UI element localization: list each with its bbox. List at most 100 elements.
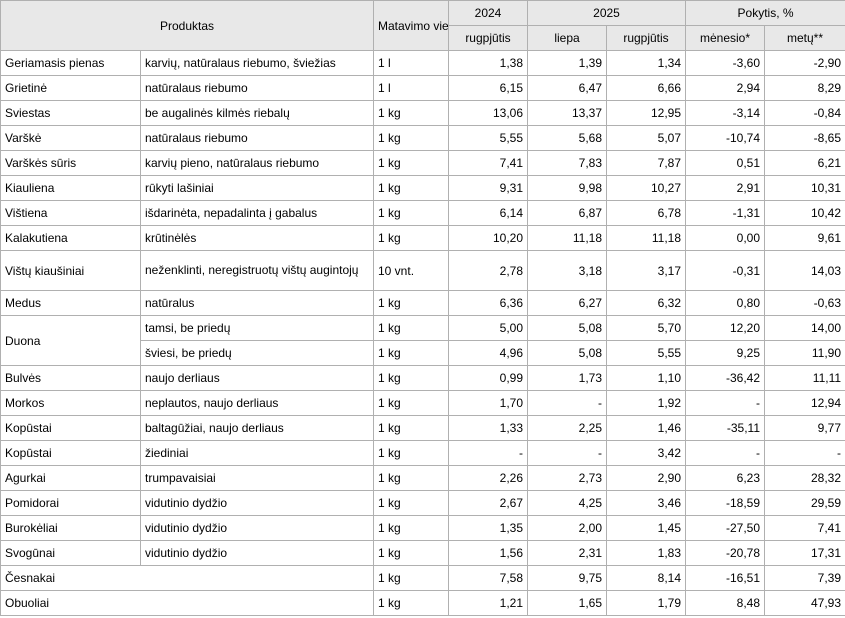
unit: 1 kg [373, 590, 449, 616]
unit: 1 kg [373, 340, 449, 366]
table-row: Burokėliai vidutinio dydžio 1 kg 1,35 2,… [0, 515, 845, 541]
unit: 1 kg [373, 100, 449, 126]
product-name: Agurkai [0, 465, 141, 491]
price-aug-2024: 1,33 [448, 415, 528, 441]
price-jul-2025: 2,25 [527, 415, 607, 441]
year-change: 29,59 [764, 490, 845, 516]
product-name: Pomidorai [0, 490, 141, 516]
table-row: šviesi, be priedų 1 kg 4,96 5,08 5,55 9,… [1, 340, 845, 366]
month-change: 0,80 [685, 290, 766, 316]
product-name: Kopūstai [0, 440, 141, 466]
price-jul-2025: 1,73 [527, 365, 607, 391]
month-change: -27,50 [685, 515, 766, 541]
month-change: 6,23 [685, 465, 766, 491]
price-jul-2025: - [527, 440, 607, 466]
year-change: 7,41 [764, 515, 845, 541]
product-desc: neženklinti, neregistruotų vištų auginto… [140, 250, 374, 291]
price-aug-2025: 7,87 [605, 150, 687, 176]
price-aug-2024: 1,70 [448, 390, 528, 416]
year-change: 47,93 [764, 590, 845, 616]
table-row: Grietinė natūralaus riebumo 1 l 6,15 6,4… [0, 75, 845, 101]
table-row: Morkos neplautos, naujo derliaus 1 kg 1,… [0, 390, 845, 416]
table-row: Svogūnai vidutinio dydžio 1 kg 1,56 2,31… [0, 540, 845, 566]
unit: 1 kg [373, 315, 449, 341]
product-name: Grietinė [0, 75, 141, 101]
product-desc: vidutinio dydžio [140, 490, 374, 516]
table-row: Varškė natūralaus riebumo 1 kg 5,55 5,68… [0, 125, 845, 151]
product-desc: žiediniai [140, 440, 374, 466]
table-row: Kopūstai baltagūžiai, naujo derliaus 1 k… [0, 415, 845, 441]
table-row: Vištiena išdarinėta, nepadalinta į gabal… [0, 200, 845, 226]
product-desc: trumpavaisiai [140, 465, 374, 491]
table-body: Geriamasis pienas karvių, natūralaus rie… [0, 50, 845, 616]
month-change: -16,51 [685, 565, 766, 591]
unit: 1 kg [373, 515, 449, 541]
year-change: -2,90 [764, 50, 845, 76]
month-change: -3,60 [685, 50, 766, 76]
unit: 1 kg [373, 390, 449, 416]
price-jul-2025: 9,98 [527, 175, 607, 201]
month-change: 0,00 [685, 225, 766, 251]
product-name: Vištų kiaušiniai [0, 250, 141, 291]
price-jul-2025: 7,83 [527, 150, 607, 176]
price-aug-2024: 2,78 [448, 250, 528, 291]
table-row: Bulvės naujo derliaus 1 kg 0,99 1,73 1,1… [0, 365, 845, 391]
header-aug-2025: rugpjūtis [605, 25, 687, 51]
product-desc: krūtinėlės [140, 225, 374, 251]
table-row: Obuoliai 1 kg 1,21 1,65 1,79 8,48 47,93 [0, 590, 845, 616]
product-desc: natūralus [140, 290, 374, 316]
product-name: Sviestas [0, 100, 141, 126]
product-desc: karvių, natūralaus riebumo, šviežias [140, 50, 374, 76]
unit: 1 kg [373, 490, 449, 516]
unit: 1 kg [373, 290, 449, 316]
price-aug-2024: 7,58 [448, 565, 528, 591]
price-aug-2025: 1,79 [605, 590, 687, 616]
price-aug-2024: 1,56 [448, 540, 528, 566]
month-change: 8,48 [685, 590, 766, 616]
price-aug-2025: 1,45 [605, 515, 687, 541]
price-jul-2025: 5,08 [527, 340, 607, 366]
table-row: Agurkai trumpavaisiai 1 kg 2,26 2,73 2,9… [0, 465, 845, 491]
product-desc: vidutinio dydžio [140, 540, 374, 566]
year-change: -0,63 [764, 290, 845, 316]
price-jul-2025: 11,18 [527, 225, 607, 251]
price-aug-2024: 13,06 [448, 100, 528, 126]
price-aug-2025: 1,83 [605, 540, 687, 566]
price-jul-2025: 2,73 [527, 465, 607, 491]
unit: 1 kg [373, 365, 449, 391]
unit: 1 kg [373, 540, 449, 566]
header-jul-2025: liepa [527, 25, 607, 51]
unit: 1 kg [373, 225, 449, 251]
unit: 1 l [373, 75, 449, 101]
price-aug-2025: 10,27 [605, 175, 687, 201]
table-row: Medus natūralus 1 kg 6,36 6,27 6,32 0,80… [0, 290, 845, 316]
product-desc: karvių pieno, natūralaus riebumo [140, 150, 374, 176]
price-jul-2025: 6,47 [527, 75, 607, 101]
product-desc: šviesi, be priedų [140, 340, 374, 366]
product-desc: vidutinio dydžio [140, 515, 374, 541]
price-jul-2025: 4,25 [527, 490, 607, 516]
product-name: Svogūnai [0, 540, 141, 566]
price-jul-2025: 3,18 [527, 250, 607, 291]
price-aug-2024: 6,14 [448, 200, 528, 226]
header-year-change: metų** [764, 25, 845, 51]
product-name: Geriamasis pienas [0, 50, 141, 76]
product-desc: naujo derliaus [140, 365, 374, 391]
year-change: - [764, 440, 845, 466]
unit: 1 kg [373, 200, 449, 226]
product-desc: išdarinėta, nepadalinta į gabalus [140, 200, 374, 226]
header-month-change: mėnesio* [685, 25, 766, 51]
price-aug-2025: 6,78 [605, 200, 687, 226]
price-aug-2024: 4,96 [448, 340, 528, 366]
product-desc: rūkyti lašiniai [140, 175, 374, 201]
product-desc: natūralaus riebumo [140, 125, 374, 151]
month-change: 9,25 [685, 340, 766, 366]
month-change: -20,78 [685, 540, 766, 566]
product-desc: neplautos, naujo derliaus [140, 390, 374, 416]
product-name: Bulvės [0, 365, 141, 391]
year-change: 7,39 [764, 565, 845, 591]
unit: 1 kg [373, 175, 449, 201]
price-aug-2025: 5,55 [605, 340, 687, 366]
product-name: Obuoliai [0, 590, 374, 616]
